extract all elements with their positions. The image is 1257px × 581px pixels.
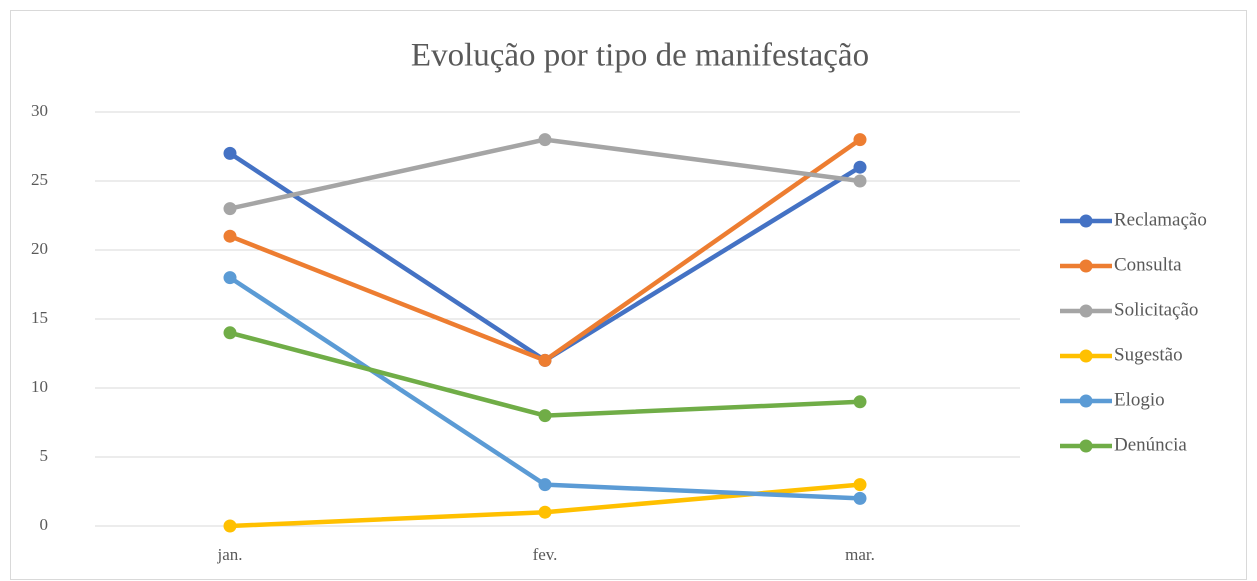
data-point <box>853 491 867 505</box>
y-tick-label: 25 <box>31 170 48 189</box>
data-point <box>853 478 867 492</box>
data-point <box>853 395 867 409</box>
legend-marker <box>1079 259 1093 273</box>
legend-label: Consulta <box>1114 254 1182 275</box>
data-point <box>853 160 867 174</box>
legend-marker <box>1079 304 1093 318</box>
data-point <box>223 519 237 533</box>
data-point <box>538 409 552 423</box>
data-point <box>223 229 237 243</box>
x-tick-label: jan. <box>216 545 242 564</box>
y-tick-label: 0 <box>40 515 49 534</box>
legend-marker <box>1079 439 1093 453</box>
data-point <box>223 271 237 285</box>
legend-marker <box>1079 349 1093 363</box>
data-point <box>223 146 237 160</box>
legend-label: Solicitação <box>1114 299 1198 320</box>
y-tick-label: 20 <box>31 239 48 258</box>
legend-marker <box>1079 214 1093 228</box>
data-point <box>223 202 237 216</box>
legend-label: Sugestão <box>1114 344 1183 365</box>
data-point <box>538 478 552 492</box>
x-tick-label: fev. <box>533 545 558 564</box>
data-point <box>538 353 552 367</box>
legend-label: Reclamação <box>1114 209 1207 230</box>
data-point <box>223 326 237 340</box>
chart-title: Evolução por tipo de manifestação <box>411 38 869 74</box>
y-tick-label: 30 <box>31 101 48 120</box>
data-point <box>538 133 552 147</box>
y-tick-label: 10 <box>31 377 48 396</box>
y-tick-label: 15 <box>31 308 48 327</box>
legend-label: Denúncia <box>1114 434 1187 455</box>
y-tick-label: 5 <box>40 446 49 465</box>
x-tick-label: mar. <box>845 545 875 564</box>
data-point <box>853 174 867 188</box>
legend-marker <box>1079 394 1093 408</box>
legend-label: Elogio <box>1114 389 1165 410</box>
chart-frame <box>10 10 1247 580</box>
data-point <box>538 505 552 519</box>
data-point <box>853 133 867 147</box>
